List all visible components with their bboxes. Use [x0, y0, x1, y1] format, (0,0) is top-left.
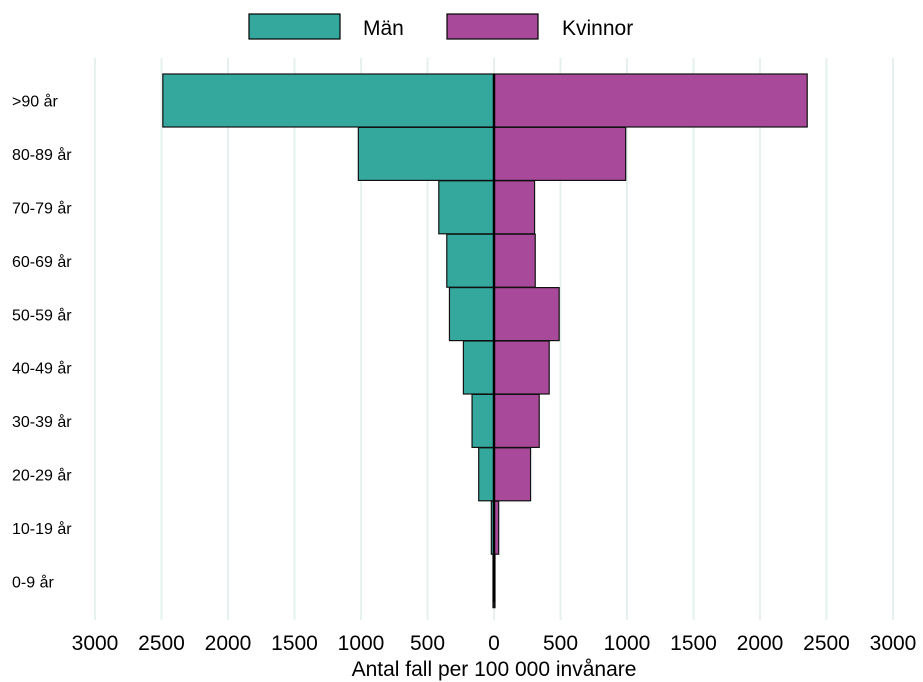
bar-man [462, 340, 495, 395]
legend-swatch-man [248, 13, 341, 40]
x-tick-labels: 3000 2500 2000 1500 1000 500 0 500 1000 1500 2000 2… [72, 632, 917, 655]
bar-man [162, 73, 495, 128]
x-tick-label: 1000 [338, 632, 385, 655]
legend-swatch-woman [446, 13, 539, 40]
category-label: 80-89 år [12, 146, 72, 164]
category-label: 50-59 år [12, 306, 72, 324]
category-label: 40-49 år [12, 360, 72, 378]
bar-man [471, 393, 495, 448]
bar-woman [493, 73, 808, 128]
bar-woman [493, 180, 536, 235]
category-label: 10-19 år [12, 520, 72, 538]
category-label: 60-69 år [12, 253, 72, 271]
x-tick-label: 500 [543, 632, 578, 655]
bar-man [438, 180, 495, 235]
x-tick-label: 1500 [271, 632, 318, 655]
bar-man [357, 126, 495, 182]
bar-man [478, 447, 495, 502]
bar-man [446, 233, 495, 288]
category-label: 70-79 år [12, 200, 72, 218]
category-labels: >90 år 80-89 år 70-79 år 60-69 år 50-59 år 40… [12, 93, 72, 592]
legend-label-man: Män [363, 17, 404, 40]
x-tick-label: 500 [410, 632, 445, 655]
x-tick-label: 1500 [670, 632, 717, 655]
bar-woman [493, 447, 532, 502]
bar-woman [493, 233, 536, 288]
x-tick-label: 3000 [870, 632, 917, 655]
x-tick-label: 3000 [72, 632, 119, 655]
x-tick-label: 2000 [205, 632, 252, 655]
x-tick-label: 2500 [803, 632, 850, 655]
x-axis-title: Antal fall per 100 000 invånare [352, 658, 637, 681]
legend-label-woman: Kvinnor [562, 17, 633, 40]
category-label: >90 år [12, 93, 58, 111]
category-label: 30-39 år [12, 413, 72, 431]
bar-woman [493, 287, 560, 342]
bars [162, 73, 808, 609]
bar-woman [493, 340, 550, 395]
bar-man [448, 287, 495, 342]
x-tick-label: 2000 [737, 632, 784, 655]
category-label: 0-9 år [12, 573, 54, 591]
x-tick-label: 1000 [604, 632, 651, 655]
x-tick-label: 2500 [138, 632, 185, 655]
legend: Män Kvinnor [248, 13, 633, 40]
bar-woman [493, 126, 627, 182]
bar-woman [493, 393, 540, 448]
x-tick-label: 0 [488, 632, 500, 655]
category-label: 20-29 år [12, 467, 72, 485]
